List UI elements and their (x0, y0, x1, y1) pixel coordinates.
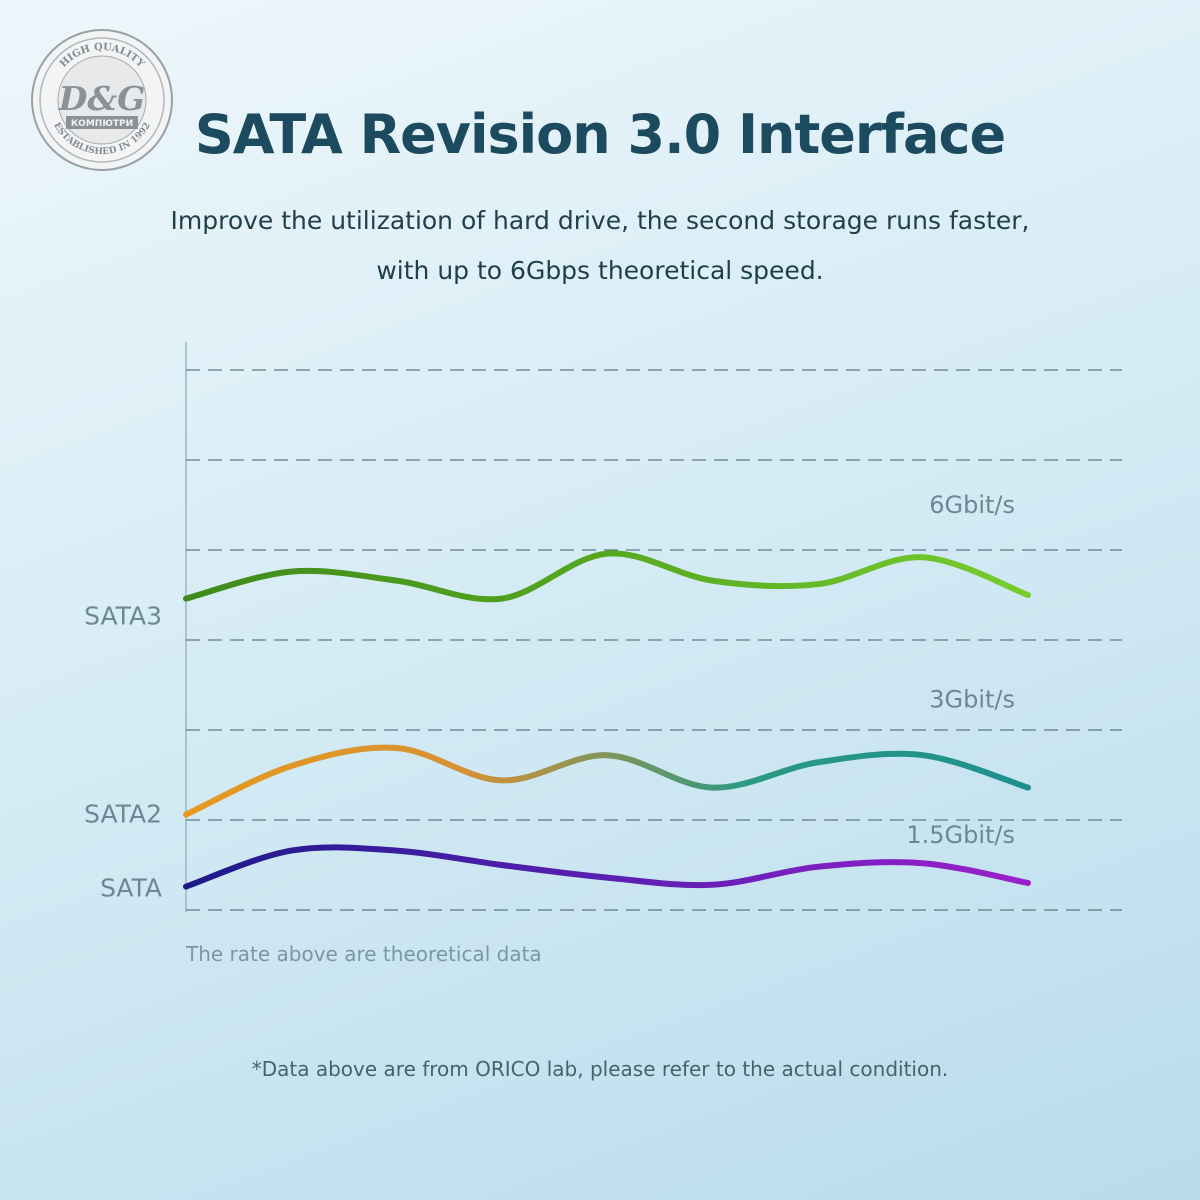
series-line-sata3 (183, 550, 1031, 603)
footnote: *Data above are from ORICO lab, please r… (251, 1057, 949, 1081)
series-line-sata (183, 844, 1031, 890)
subtitle-line-2: with up to 6Gbps theoretical speed. (376, 256, 824, 285)
speed-label-sata3: 6Gbit/s (929, 491, 1015, 519)
dg-logo: HIGH QUALITY ESTABLISHED IN 1992 D&G КОМ… (30, 28, 175, 173)
logo-main-text: D&G (58, 79, 146, 118)
page-title: SATA Revision 3.0 Interface (194, 103, 1006, 166)
speed-label-sata2: 3Gbit/s (929, 686, 1015, 714)
series-line-sata2 (183, 744, 1031, 818)
series-name-sata2: SATA2 (84, 800, 162, 829)
logo-mid-text: КОМПЮТРИ (71, 119, 133, 129)
subtitle-line-1: Improve the utilization of hard drive, t… (170, 206, 1030, 235)
sata-speed-chart: 1.5Gbit/s SATA 3Gbit/s SATA2 6Gbit/s SATA3 (84, 342, 1122, 912)
chart-note: The rate above are theoretical data (186, 942, 542, 966)
series-name-sata: SATA (100, 874, 162, 903)
series-name-sata3: SATA3 (84, 602, 162, 631)
speed-label-sata: 1.5Gbit/s (906, 821, 1015, 849)
